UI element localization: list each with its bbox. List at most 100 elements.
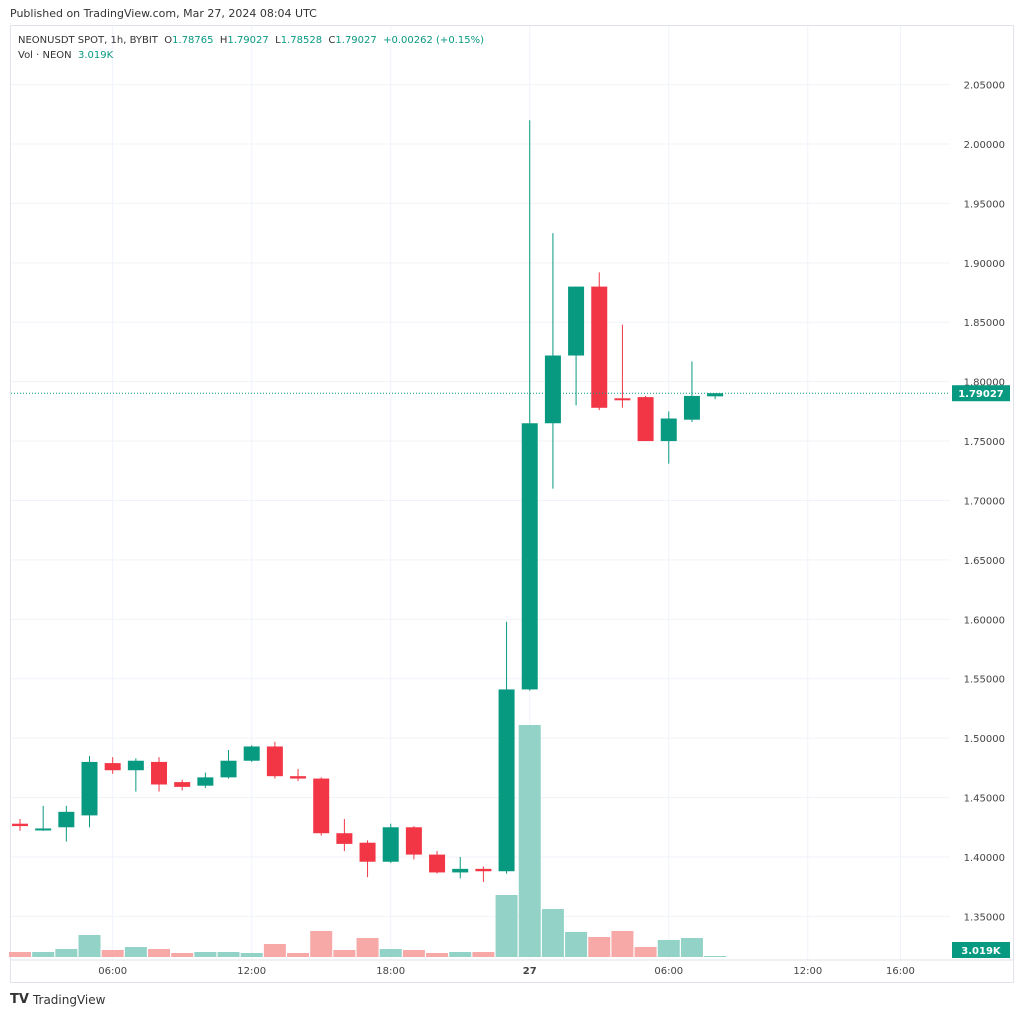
y-tick-label: 1.85000	[964, 318, 1005, 329]
y-tick-label: 1.65000	[964, 556, 1005, 567]
low-value: L1.78528	[275, 35, 323, 46]
volume-bar	[565, 932, 588, 957]
volume-bar	[402, 950, 425, 957]
legend: NEONUSDT SPOT, 1h, BYBIT O1.78765 H1.790…	[18, 33, 484, 63]
candle-body	[660, 418, 677, 442]
candle-body	[683, 395, 700, 420]
x-tick-label: 06:00	[654, 966, 683, 977]
y-tick-label: 1.45000	[964, 794, 1005, 805]
candle-body	[151, 761, 168, 785]
candle-body	[127, 760, 144, 771]
y-tick-label: 1.35000	[964, 912, 1005, 923]
volume-bar	[518, 725, 541, 957]
published-note: Published on TradingView.com, Mar 27, 20…	[10, 7, 317, 20]
last-volume-badge	[952, 942, 1010, 958]
volume-bar	[171, 953, 194, 957]
last-volume-label: 3.019K	[961, 946, 1002, 957]
x-tick-label: 16:00	[886, 966, 915, 977]
candle-body	[452, 868, 469, 873]
volume-value: 3.019K	[78, 50, 114, 61]
volume-bar	[634, 947, 657, 957]
volume-bar	[472, 952, 495, 957]
volume-bar	[101, 950, 124, 957]
y-tick-label: 1.70000	[964, 496, 1005, 507]
candle-body	[81, 761, 98, 816]
candle-body	[429, 854, 446, 873]
y-tick-label: 1.95000	[964, 199, 1005, 210]
open-value: O1.78765	[164, 35, 214, 46]
candle-body	[707, 393, 724, 397]
volume-bar	[194, 952, 217, 957]
candle-body	[220, 760, 237, 778]
volume-bar	[356, 938, 379, 957]
candle-body	[568, 286, 585, 356]
y-tick-label: 1.50000	[964, 734, 1005, 745]
volume-bar	[263, 944, 286, 957]
volume-bar	[588, 937, 611, 957]
candle-body	[197, 777, 214, 786]
x-tick-label: 06:00	[98, 966, 127, 977]
x-tick-label: 12:00	[793, 966, 822, 977]
change-value: +0.00262 (+0.15%)	[383, 35, 484, 46]
volume-bar	[379, 949, 402, 957]
y-tick-label: 2.00000	[964, 140, 1005, 151]
volume-bar	[657, 940, 680, 957]
volume-bar	[240, 953, 263, 957]
volume-bar	[78, 935, 101, 957]
candle-body	[313, 778, 330, 834]
volume-bar	[611, 931, 634, 957]
volume-bar	[541, 909, 564, 957]
candle-body	[174, 782, 191, 787]
candle-body	[521, 423, 538, 690]
volume-bar	[217, 952, 240, 957]
candle-body	[498, 689, 515, 872]
y-tick-label: 1.90000	[964, 259, 1005, 270]
x-tick-label: 12:00	[237, 966, 266, 977]
volume-bar	[287, 953, 310, 957]
volume-bar	[426, 953, 449, 957]
symbol-label[interactable]: NEONUSDT SPOT, 1h, BYBIT	[18, 35, 158, 46]
volume-bar	[495, 895, 518, 957]
x-tick-label: 18:00	[376, 966, 405, 977]
y-tick-label: 1.80000	[964, 378, 1005, 389]
volume-bar	[9, 952, 31, 957]
high-value: H1.79027	[219, 35, 269, 46]
candle-body	[405, 827, 422, 855]
candle-body	[290, 776, 307, 779]
candle-body	[266, 746, 283, 777]
y-tick-label: 1.40000	[964, 853, 1005, 864]
candle-body	[614, 398, 631, 401]
volume-bar	[333, 950, 356, 957]
volume-bar	[148, 949, 171, 957]
volume-bar	[124, 947, 147, 957]
candle-body	[637, 397, 654, 442]
last-price-label: 1.79027	[958, 389, 1004, 400]
chart-frame	[10, 25, 1014, 983]
volume-label: Vol · NEON	[18, 50, 72, 61]
y-tick-label: 1.55000	[964, 675, 1005, 686]
close-value: C1.79027	[328, 35, 377, 46]
candle-body	[382, 827, 399, 862]
tradingview-logo[interactable]: TV TradingView	[10, 992, 105, 1007]
volume-bar	[449, 952, 472, 957]
volume-bar	[680, 938, 703, 957]
candle-body	[12, 823, 28, 827]
brand-name: TradingView	[32, 992, 106, 1007]
candle-body	[58, 811, 75, 828]
x-tick-label: 27	[523, 966, 537, 977]
candle-body	[591, 286, 608, 408]
y-tick-label: 1.60000	[964, 615, 1005, 626]
candle-body	[35, 828, 52, 831]
tradingview-logo-icon: TV	[10, 992, 29, 1007]
candle-body	[243, 746, 260, 761]
candle-body	[336, 833, 353, 844]
candle-body	[359, 842, 376, 862]
volume-bar	[310, 931, 333, 957]
candle-body	[104, 763, 121, 771]
volume-bar	[32, 952, 55, 957]
y-tick-label: 1.75000	[964, 437, 1005, 448]
volume-bar	[704, 955, 727, 957]
candle-body	[475, 868, 492, 872]
candle-body	[544, 355, 561, 424]
